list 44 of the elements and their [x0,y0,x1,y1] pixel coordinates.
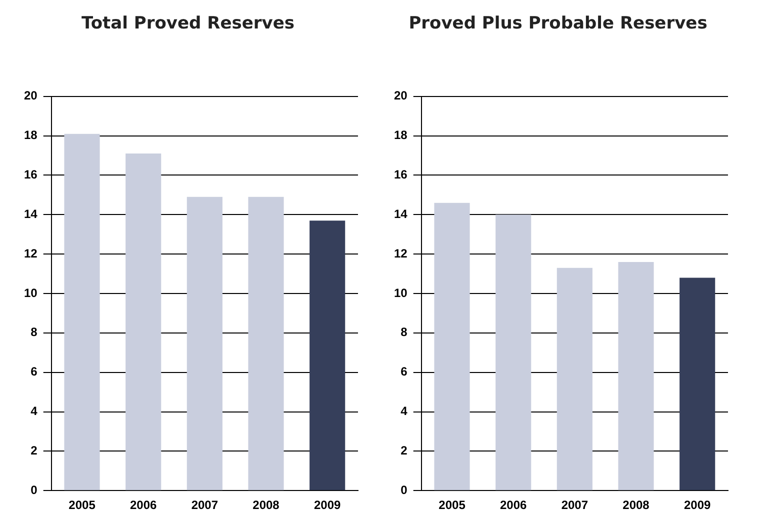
y-tick-label: 0 [400,482,408,497]
y-tick-label: 18 [24,128,38,142]
bar [556,268,592,490]
x-tick-label: 2006 [130,498,158,512]
x-tick-label: 2007 [191,498,218,512]
y-tick-label: 14 [24,206,38,221]
y-tick-label: 10 [24,286,38,300]
bar [248,196,284,490]
y-tick-label: 12 [24,246,38,260]
bar [496,214,532,490]
y-tick-label: 2 [400,443,408,458]
bar [186,196,222,490]
y-tick-label: 2 [30,443,38,458]
bar [126,154,162,490]
y-tick-label: 20 [394,88,408,103]
y-tick-label: 20 [24,88,38,103]
y-tick-label: 0 [30,482,38,497]
y-tick-label: 6 [400,364,408,379]
y-tick-label: 14 [394,206,408,221]
y-tick-label: 4 [400,404,408,418]
chart-title: Proved Plus Probable Reserves [408,14,708,34]
x-tick-label: 2008 [622,498,650,512]
x-tick-label: 2006 [500,498,528,512]
y-tick-label: 8 [30,325,38,340]
bar [618,262,654,490]
y-tick-label: 10 [394,286,408,300]
y-tick-label: 18 [394,128,408,142]
chart-title: Total Proved Reserves [82,14,294,34]
y-tick-label: 6 [30,364,38,379]
bar [64,134,100,490]
bar [680,278,716,490]
y-tick-label: 16 [24,168,38,182]
x-tick-label: 2008 [252,498,280,512]
bar [310,220,346,490]
y-tick-label: 8 [400,325,408,340]
x-tick-label: 2007 [561,498,588,512]
x-tick-label: 2009 [314,498,342,512]
x-tick-label: 2005 [68,498,96,512]
bar [434,202,470,490]
y-tick-label: 12 [394,246,408,260]
y-tick-label: 4 [30,404,38,418]
x-tick-label: 2005 [438,498,466,512]
x-tick-label: 2009 [684,498,712,512]
y-tick-label: 16 [394,168,408,182]
